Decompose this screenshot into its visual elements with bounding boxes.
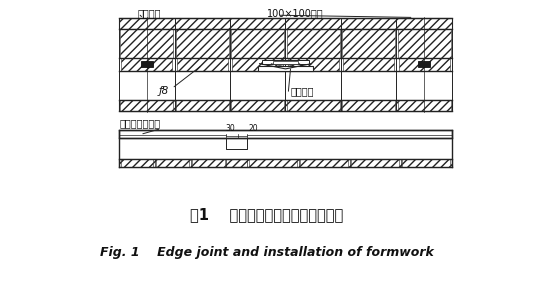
Text: 100×100方木: 100×100方木 (267, 8, 324, 18)
Bar (120, 29, 174, 58)
Bar (249, 159, 297, 167)
Bar (342, 100, 395, 111)
Bar (419, 61, 430, 67)
Bar (141, 61, 153, 67)
Bar (231, 100, 285, 111)
Text: ƒ8: ƒ8 (159, 86, 169, 96)
Bar (176, 100, 229, 111)
Bar (287, 29, 340, 58)
Bar (403, 159, 450, 167)
Bar (397, 29, 451, 58)
Bar (119, 130, 452, 138)
Text: 优质覆膜胶合板: 优质覆膜胶合板 (119, 118, 160, 128)
Bar (192, 159, 225, 167)
Bar (342, 29, 395, 58)
Text: 专用夹具: 专用夹具 (291, 86, 315, 96)
Bar (119, 159, 452, 167)
Bar (287, 100, 340, 111)
Bar (176, 29, 229, 58)
Text: Fig. 1    Edge joint and installation of formwork: Fig. 1 Edge joint and installation of fo… (100, 246, 434, 259)
Bar (397, 100, 451, 111)
Bar (300, 159, 348, 167)
Bar (121, 58, 172, 70)
Bar (258, 66, 313, 70)
Bar (351, 159, 399, 167)
Bar (231, 29, 285, 58)
Text: 20: 20 (248, 124, 258, 133)
Bar (119, 18, 452, 29)
Bar (343, 58, 394, 70)
Text: 对拉螺栓: 对拉螺栓 (138, 8, 161, 18)
Bar (288, 58, 339, 70)
Bar (272, 61, 299, 64)
Bar (232, 58, 284, 70)
Text: 30: 30 (226, 124, 235, 133)
Bar (262, 60, 309, 64)
Bar (177, 58, 228, 70)
Text: 图1    模板拼缝处理节点及安装示意: 图1 模板拼缝处理节点及安装示意 (191, 207, 343, 222)
Bar (120, 100, 174, 111)
Bar (121, 159, 153, 167)
Bar (156, 159, 189, 167)
Bar (398, 58, 450, 70)
Bar (119, 100, 452, 111)
